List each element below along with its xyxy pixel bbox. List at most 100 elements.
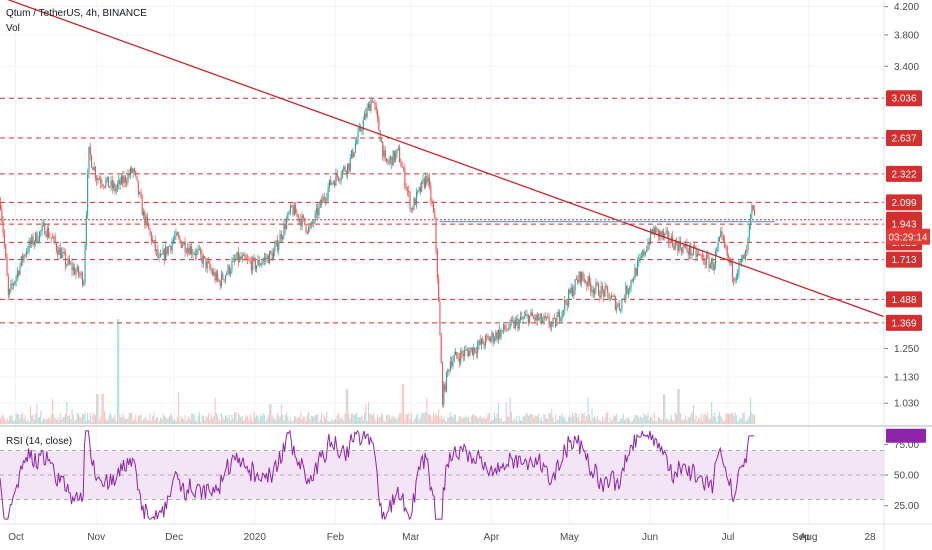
volume-bar xyxy=(122,413,124,424)
rsi-label[interactable]: RSI (14, close) xyxy=(6,436,72,447)
volume-bar xyxy=(546,418,548,424)
candle-body xyxy=(222,273,224,280)
volume-bar xyxy=(518,415,520,424)
candle-body xyxy=(196,250,198,256)
volume-bar xyxy=(596,416,598,424)
candle-body xyxy=(726,246,728,256)
volume-bar xyxy=(131,412,133,424)
volume-bar xyxy=(609,418,611,424)
volume-bar xyxy=(289,417,291,424)
volume-bar xyxy=(92,412,94,424)
candle-body xyxy=(3,232,5,246)
volume-bar xyxy=(59,412,61,424)
volume-bar xyxy=(517,421,519,424)
candle-body xyxy=(660,231,662,236)
volume-bar xyxy=(345,389,347,424)
candle-body xyxy=(692,246,694,254)
volume-bar xyxy=(416,415,418,424)
volume-bar xyxy=(598,420,600,424)
volume-bar xyxy=(505,402,507,424)
price-tick-label: 1.030 xyxy=(894,399,919,410)
volume-bar xyxy=(327,420,329,424)
candle-body xyxy=(167,246,169,254)
volume-bar xyxy=(341,419,343,424)
volume-bar xyxy=(503,421,505,424)
rsi-line xyxy=(0,429,754,521)
drawn-overlays xyxy=(0,0,885,318)
volume-bar xyxy=(174,419,176,424)
volume-bar xyxy=(650,417,652,424)
candle-body xyxy=(521,316,523,319)
candle-body xyxy=(469,350,471,356)
volume-bar xyxy=(218,419,220,424)
candle-body xyxy=(179,237,181,241)
candle-body xyxy=(488,337,490,342)
candle-body xyxy=(635,268,637,276)
volume-bar xyxy=(383,420,385,424)
volume-bar xyxy=(592,418,594,424)
volume-bar xyxy=(158,421,160,424)
volume-bar xyxy=(418,420,420,424)
candle-body xyxy=(22,256,24,261)
price-axis[interactable]: 3.0362.6372.3222.0991.9731.9431.8211.713… xyxy=(884,2,930,410)
candle-body xyxy=(470,347,472,351)
volume-bar xyxy=(527,415,529,424)
volume-label[interactable]: Vol xyxy=(6,23,20,34)
candle-body xyxy=(2,220,4,233)
symbol-title[interactable]: Qtum / TetherUS, 4h, BINANCE xyxy=(6,8,147,19)
volume-bar xyxy=(421,413,423,424)
candle-body xyxy=(734,280,736,282)
candle-body xyxy=(590,283,592,292)
candle-body xyxy=(586,282,588,286)
volume-bar xyxy=(678,389,680,424)
candle-body xyxy=(332,181,334,183)
trendline[interactable] xyxy=(0,0,885,318)
candle-body xyxy=(638,259,640,262)
candle-body xyxy=(237,251,239,262)
candle-body xyxy=(642,250,644,257)
candle-body xyxy=(374,102,376,106)
volume-bar xyxy=(570,417,572,424)
candle-body xyxy=(133,169,135,172)
rsi-axis[interactable]: 75.00 50.00 25.00 xyxy=(884,428,926,512)
candle-body xyxy=(223,279,225,281)
volume-bar xyxy=(427,414,429,424)
time-tick-label: 2020 xyxy=(244,532,267,543)
volume-bar xyxy=(595,418,597,424)
volume-bar xyxy=(677,389,679,424)
candle-body xyxy=(261,262,263,265)
candle-body xyxy=(380,141,382,143)
volume-bar xyxy=(135,414,137,424)
volume-bar xyxy=(470,416,472,424)
candle-body xyxy=(335,173,337,186)
level-badge xyxy=(886,165,922,182)
volume-bar xyxy=(656,421,658,424)
candle-body xyxy=(668,232,670,243)
candle-body xyxy=(7,276,9,295)
candle-body xyxy=(49,237,51,239)
volume-bar xyxy=(499,418,501,424)
candle-body xyxy=(163,249,165,260)
candle-body xyxy=(438,278,440,302)
volume-bar xyxy=(215,412,217,424)
volume-bar xyxy=(730,413,732,424)
volume-bar xyxy=(205,416,207,424)
candle-body xyxy=(353,152,355,157)
volume-bar xyxy=(379,416,381,424)
volume-bar xyxy=(626,418,628,424)
volume-bar xyxy=(586,415,588,424)
candle-body xyxy=(123,176,125,184)
candle-body xyxy=(431,201,433,204)
volume-bar xyxy=(401,384,403,424)
volume-bar xyxy=(360,417,362,424)
volume-bar xyxy=(132,421,134,424)
candle-body xyxy=(106,176,108,181)
volume-bar xyxy=(293,416,295,424)
candle-body xyxy=(113,183,115,189)
volume-bar xyxy=(523,416,525,424)
volume-bar xyxy=(605,412,607,424)
candle-body xyxy=(66,264,68,266)
volume-bar xyxy=(18,413,20,424)
